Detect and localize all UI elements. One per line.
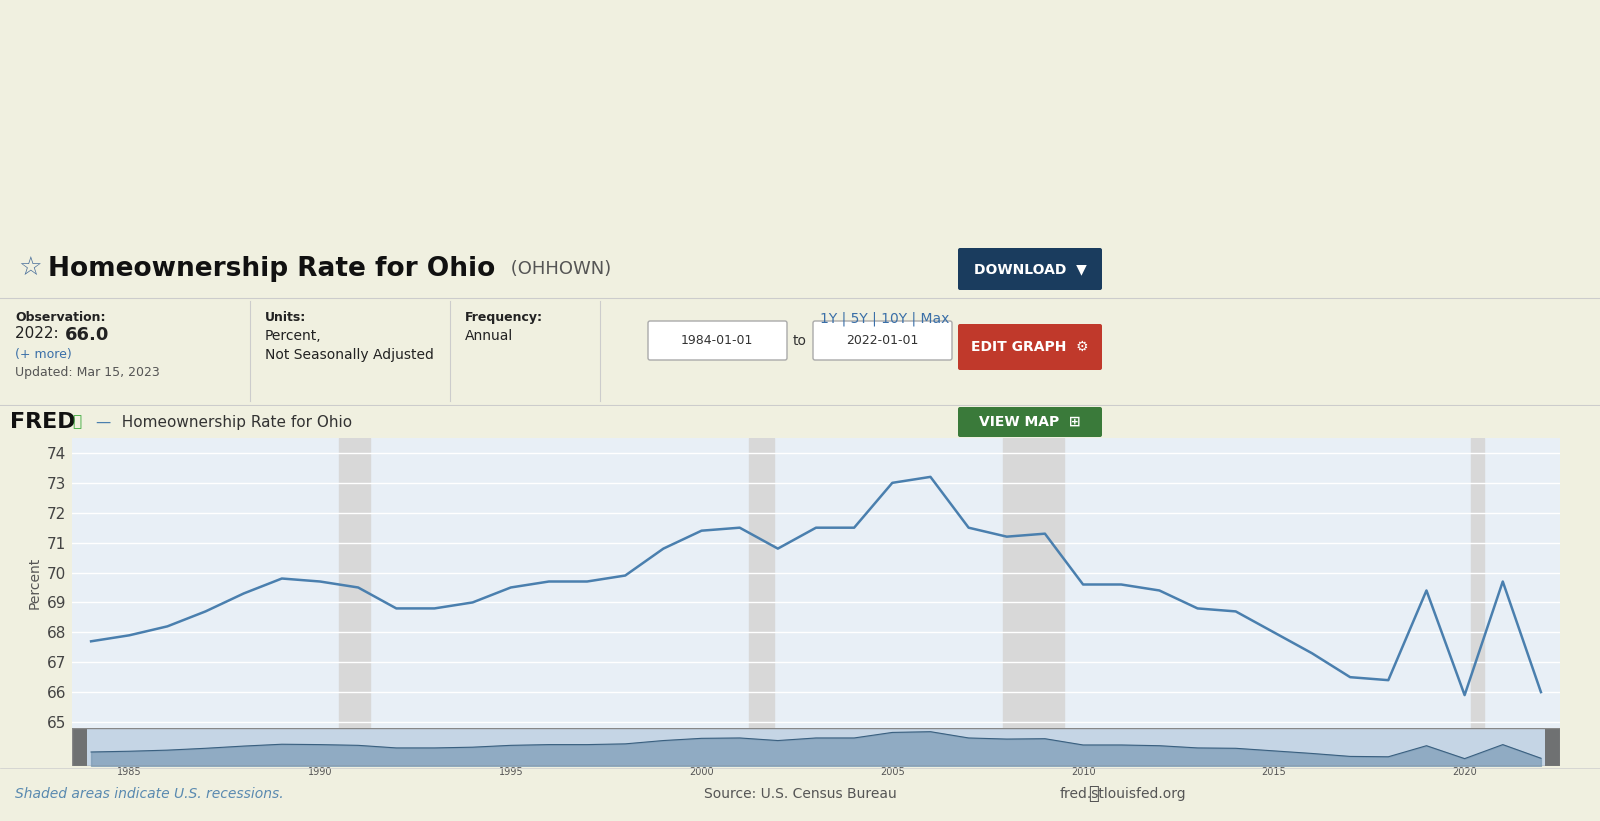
Text: Percent,: Percent, xyxy=(266,329,322,343)
Text: Updated: Mar 15, 2023: Updated: Mar 15, 2023 xyxy=(14,366,160,379)
FancyBboxPatch shape xyxy=(958,248,1102,290)
Text: Not Seasonally Adjusted: Not Seasonally Adjusted xyxy=(266,348,434,362)
Text: EDIT GRAPH  ⚙: EDIT GRAPH ⚙ xyxy=(971,340,1090,354)
Text: to: to xyxy=(794,334,806,348)
Bar xyxy=(72,728,88,766)
Text: (OHHOWN): (OHHOWN) xyxy=(506,260,611,278)
Bar xyxy=(1003,438,1064,728)
Text: 1Y | 5Y | 10Y | Max: 1Y | 5Y | 10Y | Max xyxy=(819,311,949,325)
Text: Frequency:: Frequency: xyxy=(466,311,542,324)
Bar xyxy=(749,438,774,728)
Text: FRED: FRED xyxy=(10,412,75,432)
Text: VIEW MAP  ⊞: VIEW MAP ⊞ xyxy=(979,415,1082,429)
Text: ☆: ☆ xyxy=(18,256,42,282)
Bar xyxy=(1470,438,1483,728)
FancyBboxPatch shape xyxy=(958,407,1102,437)
Text: ⤢: ⤢ xyxy=(1088,785,1099,803)
Text: Source: U.S. Census Bureau: Source: U.S. Census Bureau xyxy=(704,787,896,801)
Text: Units:: Units: xyxy=(266,311,306,324)
Text: fred.stlouisfed.org: fred.stlouisfed.org xyxy=(1059,787,1187,801)
Text: Observation:: Observation: xyxy=(14,311,106,324)
Text: (+ more): (+ more) xyxy=(14,348,72,361)
FancyBboxPatch shape xyxy=(813,321,952,360)
Y-axis label: Percent: Percent xyxy=(27,557,42,609)
FancyBboxPatch shape xyxy=(958,324,1102,370)
Text: 〜: 〜 xyxy=(72,415,82,429)
Text: Homeownership Rate for Ohio: Homeownership Rate for Ohio xyxy=(112,415,352,429)
Text: 2022-01-01: 2022-01-01 xyxy=(846,334,918,347)
Text: Annual: Annual xyxy=(466,329,514,343)
Text: Homeownership Rate for Ohio: Homeownership Rate for Ohio xyxy=(48,256,496,282)
Text: DOWNLOAD  ▼: DOWNLOAD ▼ xyxy=(974,262,1086,276)
Bar xyxy=(1544,728,1560,766)
Text: 66.0: 66.0 xyxy=(66,326,109,344)
FancyBboxPatch shape xyxy=(648,321,787,360)
Bar xyxy=(339,438,370,728)
Text: 2022:: 2022: xyxy=(14,326,64,341)
Text: 1984-01-01: 1984-01-01 xyxy=(682,334,754,347)
Text: —: — xyxy=(94,415,110,429)
Text: Shaded areas indicate U.S. recessions.: Shaded areas indicate U.S. recessions. xyxy=(14,787,283,801)
